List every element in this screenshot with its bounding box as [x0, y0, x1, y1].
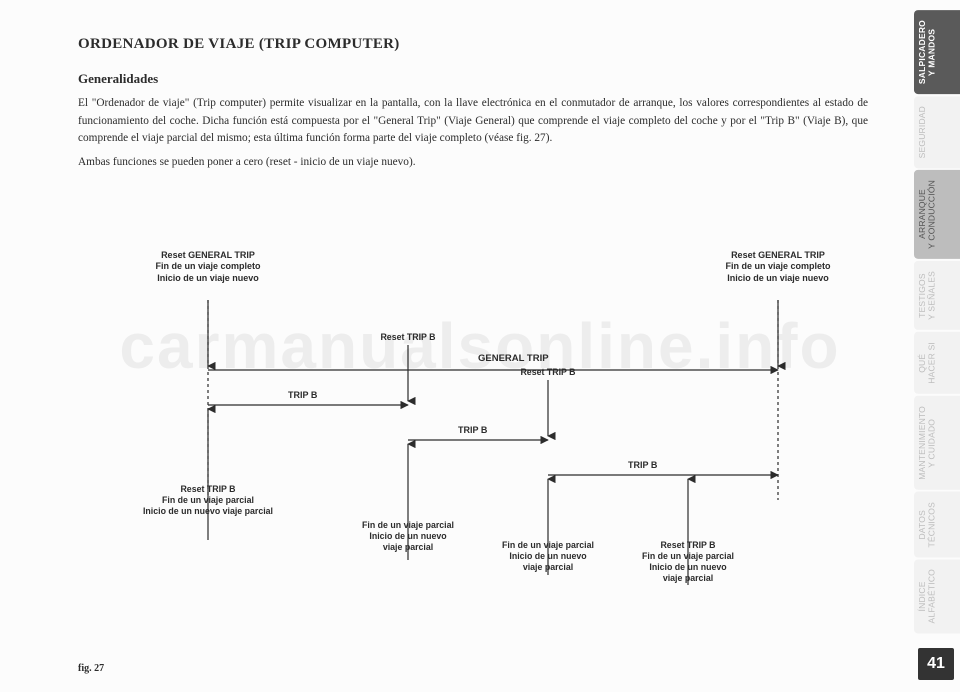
- tab-seguridad[interactable]: SEGURIDAD: [914, 96, 960, 168]
- tab-testigos[interactable]: TESTIGOS Y SEÑALES: [914, 261, 960, 330]
- side-tab-strip: SALPICADERO Y MANDOS SEGURIDAD ARRANQUE …: [914, 10, 960, 634]
- tab-salpicadero[interactable]: SALPICADERO Y MANDOS: [914, 10, 960, 94]
- label-tripb-axis-3: TRIP B: [628, 460, 657, 470]
- label-tripb-axis-2: TRIP B: [458, 425, 487, 435]
- tab-que-hacer[interactable]: QUÉ HACER SI: [914, 332, 960, 394]
- section-title: ORDENADOR DE VIAJE (TRIP COMPUTER): [78, 36, 868, 53]
- tab-mantenimiento[interactable]: MANTENIMIENTO Y CUIDADO: [914, 396, 960, 490]
- label-tripb-axis-1: TRIP B: [288, 390, 317, 400]
- page-content: ORDENADOR DE VIAJE (TRIP COMPUTER) Gener…: [78, 36, 868, 177]
- label-mid-2: Fin de un viaje parcial Inicio de un nue…: [473, 540, 623, 573]
- tab-arranque[interactable]: ARRANQUE Y CONDUCCIÓN: [914, 170, 960, 259]
- figure-label: fig. 27: [78, 663, 104, 674]
- label-general-trip-axis: GENERAL TRIP: [478, 353, 549, 364]
- subsection-title: Generalidades: [78, 71, 868, 87]
- label-reset-general-left: Reset GENERAL TRIP Fin de un viaje compl…: [123, 250, 293, 284]
- tab-datos[interactable]: DATOS TÉCNICOS: [914, 492, 960, 558]
- trip-diagram: Reset GENERAL TRIP Fin de un viaje compl…: [78, 240, 868, 620]
- paragraph-1: El "Ordenador de viaje" (Trip computer) …: [78, 95, 868, 148]
- label-mid-3: Reset TRIP B Fin de un viaje parcial Ini…: [613, 540, 763, 584]
- label-reset-general-right: Reset GENERAL TRIP Fin de un viaje compl…: [693, 250, 863, 284]
- paragraph-2: Ambas funciones se pueden poner a cero (…: [78, 154, 868, 172]
- tab-indice[interactable]: ÍNDICE ALFABÉTICO: [914, 559, 960, 633]
- label-reset-tripb-left: Reset TRIP B Fin de un viaje parcial Ini…: [113, 484, 303, 517]
- label-reset-tripb-3: Reset TRIP B: [508, 367, 588, 378]
- label-reset-tripb-2: Reset TRIP B: [368, 332, 448, 343]
- page-number: 41: [918, 648, 954, 680]
- label-mid-1: Fin de un viaje parcial Inicio de un nue…: [333, 520, 483, 553]
